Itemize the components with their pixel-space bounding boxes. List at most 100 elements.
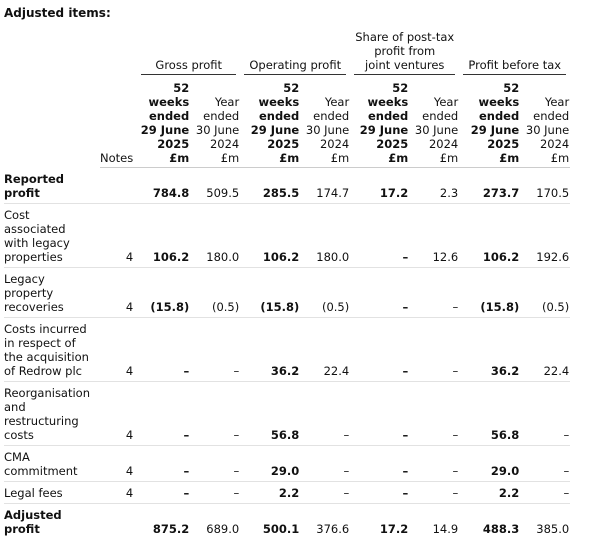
column-header-line: ended [258, 109, 300, 123]
value-cell: 14.9 [432, 521, 459, 536]
column-header-line: ended [367, 109, 409, 123]
column-header: 52 weeks ended 29 June 2025 £m [350, 77, 410, 168]
column-header-line: 2024 [319, 137, 350, 151]
value-cell: 273.7 [459, 167, 521, 204]
row-label: Legal fees [4, 481, 100, 504]
row-label-line: with legacy [4, 235, 70, 250]
value-cell: 488.3 [482, 521, 520, 536]
column-header-line: 29 June [140, 123, 190, 137]
value-cell: (15.8) [459, 267, 521, 318]
value-cell: – [409, 267, 460, 318]
column-header-line: 30 June [195, 123, 240, 137]
column-header-line: 2024 [428, 137, 459, 151]
value-cell: – [409, 317, 460, 382]
row-label-line: property [4, 285, 54, 300]
column-header-line: ended [533, 109, 570, 123]
value-cell: (15.8) [240, 267, 301, 318]
adjusted-items-table: Gross profit Operating profit Share of pos… [4, 30, 571, 539]
column-header-line: ended [203, 109, 240, 123]
value-cell: 2.2 [240, 481, 301, 504]
group-header: Gross profit [137, 30, 240, 77]
group-underline: Share of post-tax profit from joint ventur… [354, 30, 456, 75]
column-header-line: £m [388, 151, 409, 165]
row-label-line: profit [4, 185, 40, 200]
row-label: Reported profit [4, 167, 100, 204]
column-header-line: 2025 [487, 137, 520, 151]
column-header-line: ended [148, 109, 190, 123]
note-cell [100, 167, 138, 204]
value-cell: 22.4 [300, 317, 351, 382]
row-label-line: recoveries [4, 299, 64, 314]
group-header: Operating profit [240, 30, 350, 77]
row-label-line: Costs incurred [4, 321, 87, 336]
row-label: Cost associated with legacy properties [4, 203, 100, 268]
column-header-line: 30 June [525, 123, 570, 137]
column-header: 52 weeks ended 29 June 2025 £m [459, 77, 521, 168]
row-label: Reorganisation and restructuring costs [4, 381, 100, 446]
value-cell: – [350, 381, 410, 446]
row-label-line: profit [4, 521, 40, 536]
value-cell: – [350, 267, 410, 318]
note: 4 [125, 463, 134, 478]
value-cell: (15.8) [137, 267, 191, 318]
table-row: CMA commitment 4– –29.0– – –29.0– [4, 445, 571, 482]
row-label-line: commitment [4, 463, 78, 478]
value-cell: – [409, 481, 460, 504]
table-row: Reported profit 784.8 509.5 285.5 174.7 17.2 2.… [4, 167, 571, 204]
table-row: Reorganisation and restructuring costs 4– –56… [4, 381, 571, 446]
note: 4 [125, 299, 134, 314]
value-cell: 509.5 [190, 167, 241, 204]
value-cell: (0.5) [300, 267, 351, 318]
column-header: Year ended 30 June 2024 £m [409, 77, 460, 168]
value-cell: – [409, 445, 460, 482]
column-header-line: £m [550, 151, 570, 165]
column-header-line: Year [214, 95, 240, 109]
note-cell: 4 [100, 203, 138, 268]
column-header-line: £m [169, 151, 190, 165]
value-cell: 170.5 [520, 167, 571, 204]
value-cell: (0.5) [190, 267, 241, 318]
value-cell: – [300, 381, 351, 446]
column-header-line: Year [433, 95, 459, 109]
row-label-line: of Redrow plc [4, 363, 82, 378]
value-cell: – [137, 381, 191, 446]
value-cell: 29.0 [459, 445, 521, 482]
row-label-line: in respect of [4, 335, 76, 350]
value-cell: (0.5) [520, 267, 571, 318]
value-cell: – [520, 381, 571, 446]
row-label: Costs incurred in respect of the acquisiti… [4, 317, 100, 382]
column-header-line: £m [220, 151, 240, 165]
group-header: Share of post-tax profit from joint ventur… [350, 30, 459, 77]
column-header: Year ended 30 June 2024 £m [300, 77, 351, 168]
row-label: Adjusted profit [4, 503, 100, 539]
column-header-line: 52 weeks [367, 81, 409, 109]
table-row: Adjusted profit 875.2 689.0 500.1 376.6 17.2 14… [4, 503, 570, 539]
row-label-line: properties [4, 249, 63, 264]
column-header-line: 2024 [209, 137, 240, 151]
column-header-line: 29 June [470, 123, 520, 137]
note: 4 [125, 363, 134, 378]
value-cell: 689.0 [206, 521, 240, 536]
table-row: Legacy property recoveries 4 (15.8) (0.5) (15.… [4, 267, 571, 318]
row-label-line: and [4, 399, 26, 414]
value-cell: 784.8 [137, 167, 191, 204]
column-header-line: 52 weeks [478, 81, 520, 109]
value-cell: – [350, 203, 410, 268]
column-header-line: 2025 [157, 137, 190, 151]
value-cell: 56.8 [240, 381, 301, 446]
value-cell: 180.0 [300, 203, 351, 268]
column-header-line: ended [422, 109, 459, 123]
value-cell: 500.1 [262, 521, 300, 536]
note: 4 [125, 249, 134, 264]
group-title-line: Operating profit [249, 58, 342, 72]
value-cell: – [190, 445, 241, 482]
group-title-line: Gross profit [155, 58, 223, 72]
column-header-line: £m [330, 151, 350, 165]
value-cell: – [409, 381, 460, 446]
row-label-line: Legal fees [4, 485, 63, 500]
value-cell: – [190, 381, 241, 446]
row-label-line: restructuring [4, 413, 79, 428]
row-label-line: associated [4, 221, 66, 236]
value-cell: 180.0 [190, 203, 241, 268]
group-title-line: Profit before tax [468, 58, 562, 72]
